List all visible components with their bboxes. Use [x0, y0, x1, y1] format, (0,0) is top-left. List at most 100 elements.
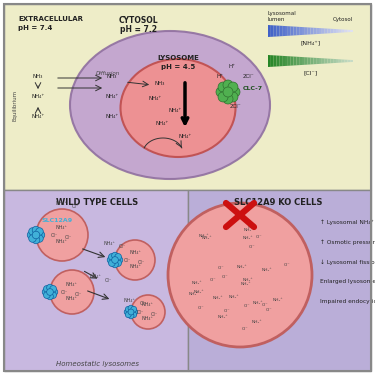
Polygon shape — [325, 58, 327, 64]
Polygon shape — [276, 26, 279, 36]
Text: NH₄⁺: NH₄⁺ — [244, 228, 254, 232]
Text: pH = 4.5: pH = 4.5 — [161, 64, 195, 70]
Text: pH = 7.4: pH = 7.4 — [18, 25, 53, 31]
Text: NH₄⁺: NH₄⁺ — [168, 108, 182, 113]
Text: NH₄⁺: NH₄⁺ — [243, 278, 253, 282]
Text: Cl⁻: Cl⁻ — [261, 303, 268, 307]
Circle shape — [46, 284, 53, 291]
Text: Cl⁻: Cl⁻ — [64, 235, 72, 240]
Text: Homeostatic lysosomes: Homeostatic lysosomes — [56, 361, 138, 367]
Circle shape — [108, 254, 115, 260]
Circle shape — [223, 80, 233, 90]
Text: NH₄⁺: NH₄⁺ — [148, 96, 162, 101]
Text: Impaired endocytic trafficking: Impaired endocytic trafficking — [320, 300, 375, 304]
Text: NH₄⁺: NH₄⁺ — [56, 225, 68, 230]
Polygon shape — [345, 30, 347, 32]
Polygon shape — [347, 60, 350, 62]
Circle shape — [32, 226, 40, 234]
Polygon shape — [327, 28, 330, 33]
Text: Cl⁻: Cl⁻ — [60, 290, 68, 295]
Text: Cl⁻: Cl⁻ — [244, 304, 250, 308]
Circle shape — [37, 231, 45, 239]
Text: NH₄⁺: NH₄⁺ — [89, 274, 101, 279]
Polygon shape — [314, 58, 316, 64]
Circle shape — [115, 240, 155, 280]
Text: EXTRACELLULAR: EXTRACELLULAR — [18, 16, 83, 22]
Text: NH₄⁺: NH₄⁺ — [199, 234, 210, 238]
Bar — [188, 190, 371, 371]
Text: NH₄⁺: NH₄⁺ — [191, 281, 202, 285]
Polygon shape — [285, 26, 288, 36]
Text: NH₄⁺: NH₄⁺ — [273, 298, 283, 303]
Text: NH₄⁺: NH₄⁺ — [252, 301, 262, 305]
Polygon shape — [288, 56, 291, 66]
Text: NH₄⁺: NH₄⁺ — [202, 236, 213, 240]
Circle shape — [36, 228, 43, 235]
Polygon shape — [299, 27, 302, 35]
Polygon shape — [336, 29, 339, 33]
Ellipse shape — [70, 31, 270, 179]
Text: NH₄⁺: NH₄⁺ — [129, 250, 141, 255]
Text: Cl⁻: Cl⁻ — [256, 235, 262, 238]
Polygon shape — [345, 60, 347, 62]
Circle shape — [131, 306, 136, 312]
Polygon shape — [339, 29, 342, 33]
Polygon shape — [282, 56, 285, 66]
Circle shape — [131, 312, 136, 318]
Text: NH₄⁺: NH₄⁺ — [213, 297, 223, 300]
Circle shape — [218, 82, 228, 92]
Polygon shape — [347, 30, 350, 32]
Text: NH₄⁺: NH₄⁺ — [155, 121, 169, 126]
Text: NH₄⁺: NH₄⁺ — [261, 268, 272, 272]
Bar — [4, 190, 188, 371]
Circle shape — [128, 305, 134, 311]
Polygon shape — [268, 25, 271, 37]
Circle shape — [216, 87, 226, 97]
Polygon shape — [314, 28, 316, 34]
Circle shape — [131, 295, 165, 329]
Text: H⁺: H⁺ — [216, 74, 223, 79]
Polygon shape — [271, 55, 274, 67]
Polygon shape — [350, 30, 353, 32]
Text: SLC12A9 KO CELLS: SLC12A9 KO CELLS — [234, 198, 322, 207]
Circle shape — [112, 252, 118, 259]
Polygon shape — [302, 57, 305, 65]
Circle shape — [51, 289, 58, 296]
Text: Cl⁻: Cl⁻ — [248, 225, 254, 229]
Text: Equilibrium: Equilibrium — [12, 90, 17, 121]
Text: ↑ Osmotic pressure: ↑ Osmotic pressure — [320, 239, 375, 245]
Text: SLC12A9: SLC12A9 — [42, 218, 73, 223]
Circle shape — [36, 235, 43, 242]
Text: Cl⁻: Cl⁻ — [74, 292, 82, 297]
Text: Cl⁻: Cl⁻ — [209, 278, 216, 282]
Circle shape — [29, 228, 36, 235]
Text: NH₄⁺: NH₄⁺ — [142, 316, 154, 321]
Polygon shape — [322, 58, 325, 64]
Circle shape — [115, 260, 122, 267]
Polygon shape — [291, 56, 294, 66]
Polygon shape — [288, 26, 291, 36]
Circle shape — [230, 87, 240, 97]
Polygon shape — [296, 27, 299, 35]
Circle shape — [112, 261, 118, 268]
Text: Cl⁻: Cl⁻ — [137, 260, 145, 265]
Polygon shape — [342, 29, 345, 33]
Circle shape — [50, 270, 94, 314]
Text: Cl⁻: Cl⁻ — [118, 244, 126, 249]
Text: WILD TYPE CELLS: WILD TYPE CELLS — [56, 198, 138, 207]
Circle shape — [124, 309, 130, 315]
Circle shape — [46, 293, 53, 300]
Text: NH₄⁺: NH₄⁺ — [142, 302, 154, 307]
Text: Cl⁻: Cl⁻ — [222, 275, 228, 279]
Ellipse shape — [120, 59, 236, 157]
Text: NH₄⁺: NH₄⁺ — [243, 236, 253, 240]
Text: ↓ Lysosomal fission: ↓ Lysosomal fission — [320, 260, 375, 265]
Polygon shape — [316, 58, 319, 64]
Text: Cl⁻: Cl⁻ — [242, 327, 249, 331]
Circle shape — [112, 256, 118, 263]
Circle shape — [29, 235, 36, 242]
Text: NH₄⁺: NH₄⁺ — [105, 114, 118, 119]
Text: LYSOSOME: LYSOSOME — [157, 55, 199, 61]
Polygon shape — [294, 57, 296, 66]
Text: NH₄⁺: NH₄⁺ — [129, 264, 141, 269]
